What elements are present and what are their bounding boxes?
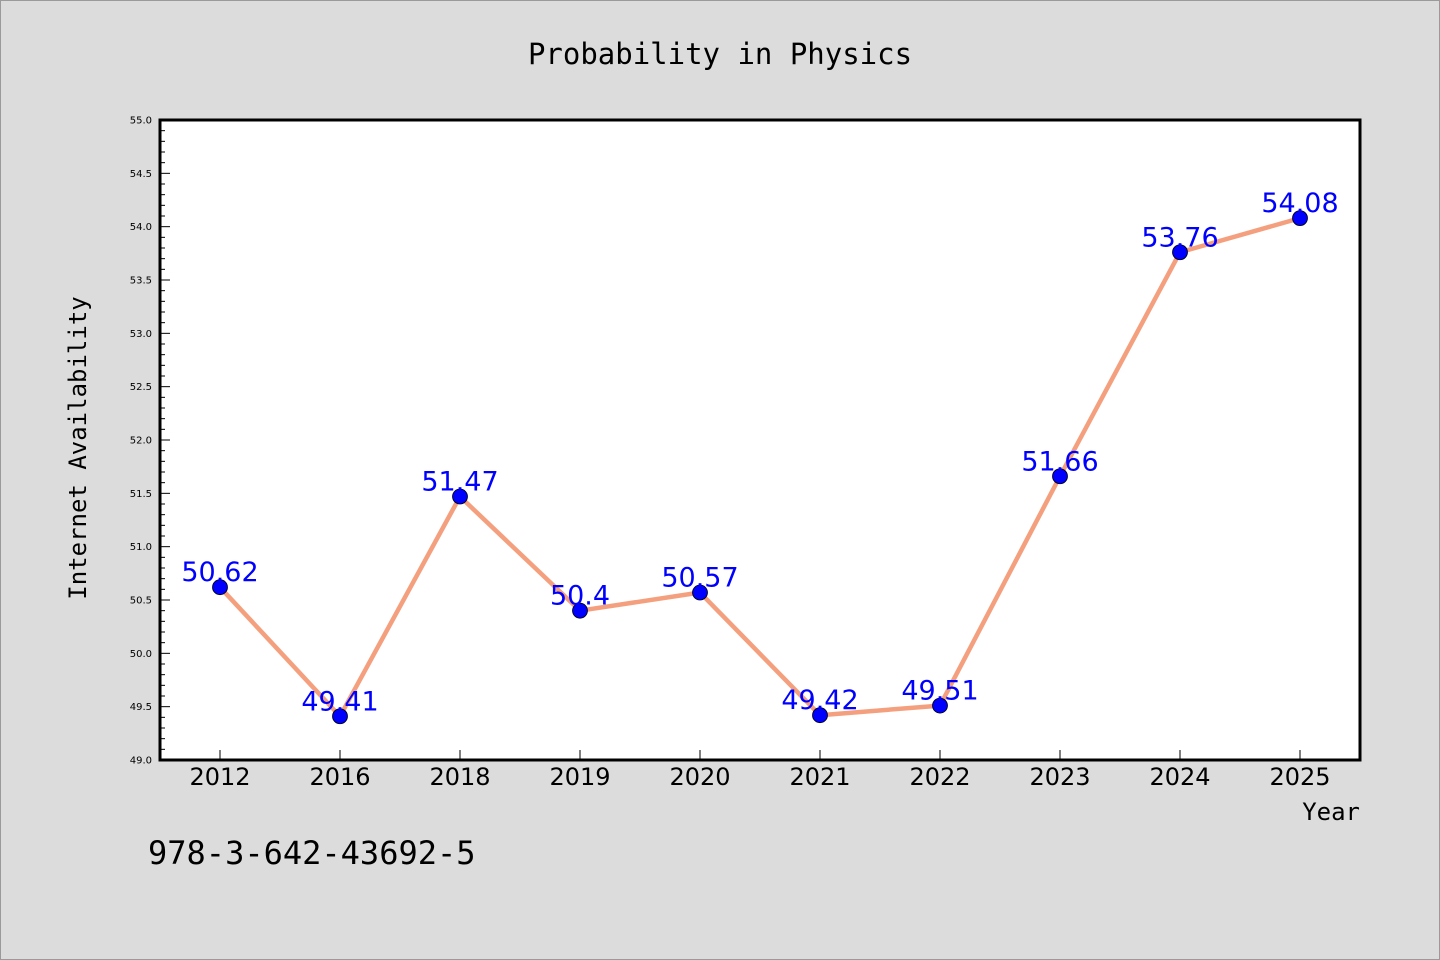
data-point <box>812 707 828 724</box>
isbn-text: 978-3-642-43692-5 <box>148 834 476 872</box>
data-point <box>1172 244 1188 261</box>
x-tick-label: 2016 <box>309 763 370 791</box>
x-tick-label: 2020 <box>669 763 730 791</box>
data-point <box>692 584 708 601</box>
y-tick-label: 52.0 <box>130 436 152 447</box>
y-tick-label: 53.5 <box>130 276 152 287</box>
y-tick-label: 51.0 <box>130 542 152 553</box>
data-labels-layer: 50.62 49.41 51.47 50.4 50.57 49.42 49.51 51.66 5… <box>181 188 1338 717</box>
x-tick-label: 2023 <box>1029 763 1090 791</box>
y-tick-label: 54.0 <box>130 222 152 233</box>
data-label: 50.62 <box>181 557 258 588</box>
x-axis-ticks: 2012 2016 2018 2019 2020 2021 2022 2023 2024 2025 <box>189 750 1331 791</box>
data-point <box>212 579 228 596</box>
data-label: 49.42 <box>781 685 858 716</box>
data-label: 51.66 <box>1021 446 1098 477</box>
y-tick-label: 55.0 <box>130 116 152 127</box>
data-label: 49.51 <box>901 676 978 707</box>
x-tick-label: 2019 <box>549 763 610 791</box>
x-tick-label: 2024 <box>1149 763 1210 791</box>
data-label: 50.4 <box>550 581 610 612</box>
data-label: 53.76 <box>1141 222 1218 253</box>
y-tick-label: 50.0 <box>130 649 152 660</box>
data-point <box>572 602 588 619</box>
y-tick-label: 54.5 <box>130 169 152 180</box>
x-tick-label: 2018 <box>429 763 490 791</box>
x-tick-label: 2022 <box>909 763 970 791</box>
y-axis-title: Internet Availability <box>64 296 92 599</box>
x-axis-title: Year <box>1302 798 1360 826</box>
y-tick-label: 53.0 <box>130 329 152 340</box>
data-label: 54.08 <box>1261 188 1338 219</box>
data-point <box>332 708 348 725</box>
data-point <box>1052 468 1068 485</box>
y-tick-label: 49.0 <box>130 756 152 767</box>
data-label: 50.57 <box>661 563 738 594</box>
y-tick-label: 51.5 <box>130 489 152 500</box>
y-tick-label: 52.5 <box>130 382 152 393</box>
data-label: 49.41 <box>301 686 378 717</box>
data-point <box>932 697 948 714</box>
data-label: 51.47 <box>421 467 498 498</box>
chart-title: Probability in Physics <box>528 37 912 71</box>
y-tick-label: 50.5 <box>130 596 152 607</box>
plot-border <box>158 118 1362 762</box>
series-line <box>218 215 1301 719</box>
x-tick-label: 2025 <box>1269 763 1330 791</box>
x-tick-label: 2021 <box>789 763 850 791</box>
y-tick-label: 49.5 <box>130 702 152 713</box>
x-tick-label: 2012 <box>189 763 250 791</box>
data-point <box>1292 210 1308 227</box>
series-layer <box>212 210 1308 725</box>
plot-area <box>160 120 1360 760</box>
data-point <box>452 488 468 505</box>
